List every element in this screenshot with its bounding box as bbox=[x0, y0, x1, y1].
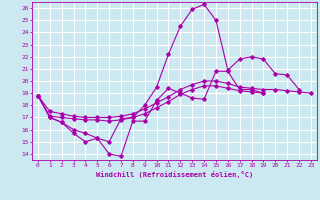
X-axis label: Windchill (Refroidissement éolien,°C): Windchill (Refroidissement éolien,°C) bbox=[96, 171, 253, 178]
